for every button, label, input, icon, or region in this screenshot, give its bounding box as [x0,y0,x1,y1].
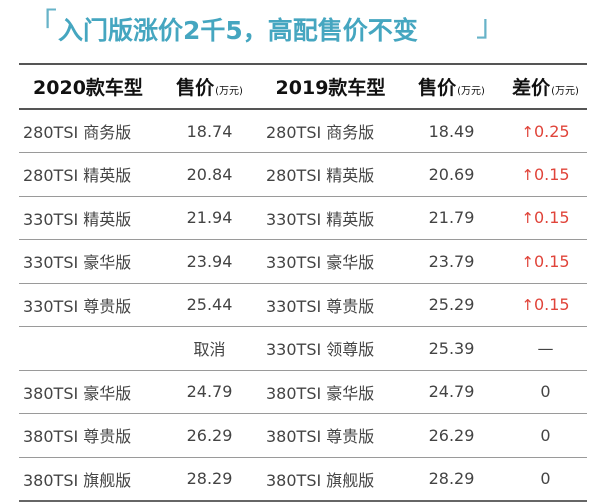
table-row: 330TSI 尊贵版 25.44 330TSI 尊贵版 25.29 ↑0.15 [19,283,587,327]
up-arrow-icon: ↑ [521,122,534,141]
cell-model-2019: 380TSI 尊贵版 [262,413,399,458]
diff-value: 0 [540,382,551,402]
cell-price-2019: 28.29 [399,457,504,502]
cell-model-2020 [19,326,157,371]
cell-price-2020: 23.94 [157,239,262,284]
cell-model-2019: 330TSI 领尊版 [262,326,399,371]
cell-price-2020: 24.79 [157,370,262,414]
cell-diff: ↑0.15 [504,283,587,327]
title-open-bracket: 「 [27,7,57,42]
diff-value: — [537,338,554,358]
cell-model-2020: 380TSI 尊贵版 [19,413,157,458]
up-arrow-icon: ↑ [521,296,534,315]
cell-diff: ↑0.15 [504,239,587,284]
cell-diff: 0 [504,413,587,458]
up-arrow-icon: ↑ [521,209,534,228]
table-row: 280TSI 商务版 18.74 280TSI 商务版 18.49 ↑0.25 [19,109,587,153]
diff-value: 0.15 [533,208,570,228]
header-model-2020: 2020款车型 [19,63,157,110]
up-arrow-icon: ↑ [521,252,534,271]
header-diff: 差价(万元) [504,63,587,110]
cell-model-2019: 280TSI 商务版 [262,109,399,153]
diff-value: 0 [540,425,551,445]
cell-model-2020: 380TSI 豪华版 [19,370,157,414]
diff-value: 0.15 [533,251,570,271]
cell-diff: 0 [504,457,587,502]
cell-model-2019: 330TSI 尊贵版 [262,283,399,327]
cell-price-2019: 23.79 [399,239,504,284]
table-row: 280TSI 精英版 20.84 280TSI 精英版 20.69 ↑0.15 [19,152,587,197]
cell-price-2020: 取消 [157,326,262,371]
page-title: 入门版涨价2千5，高配售价不变 [58,16,418,45]
cell-price-2019: 25.39 [399,326,504,371]
table-row: 330TSI 豪华版 23.94 330TSI 豪华版 23.79 ↑0.15 [19,239,587,284]
table-row: 380TSI 旗舰版 28.29 380TSI 旗舰版 28.29 0 [19,457,587,502]
cell-diff: ↑0.15 [504,152,587,197]
cell-model-2020: 330TSI 豪华版 [19,239,157,284]
table-row: 380TSI 尊贵版 26.29 380TSI 尊贵版 26.29 0 [19,413,587,458]
header-price-2020: 售价(万元) [157,63,262,110]
cell-model-2019: 330TSI 豪华版 [262,239,399,284]
diff-value: 0 [540,469,551,488]
cell-price-2019: 20.69 [399,152,504,197]
cell-model-2020: 330TSI 精英版 [19,196,157,240]
price-comparison-table: 2020款车型 售价(万元) 2019款车型 售价(万元) 差价(万元) 280… [19,63,587,502]
diff-value: 0.15 [533,295,570,315]
cell-model-2019: 380TSI 豪华版 [262,370,399,414]
cell-price-2020: 28.29 [157,457,262,502]
table-row: 330TSI 精英版 21.94 330TSI 精英版 21.79 ↑0.15 [19,196,587,240]
cell-price-2019: 18.49 [399,109,504,153]
cell-diff: ↑0.15 [504,196,587,240]
cell-diff: 0 [504,370,587,414]
cell-model-2020: 280TSI 商务版 [19,109,157,153]
cell-price-2020: 25.44 [157,283,262,327]
cell-model-2020: 380TSI 旗舰版 [19,457,157,502]
cell-diff: ↑0.25 [504,109,587,153]
header-price-2019: 售价(万元) [399,63,504,110]
table-row: 380TSI 豪华版 24.79 380TSI 豪华版 24.79 0 [19,370,587,414]
up-arrow-icon: ↑ [521,165,534,184]
cell-diff: — [504,326,587,371]
table-header-row: 2020款车型 售价(万元) 2019款车型 售价(万元) 差价(万元) [19,63,587,110]
cell-price-2020: 20.84 [157,152,262,197]
diff-value: 0.25 [533,121,570,141]
cell-price-2020: 26.29 [157,413,262,458]
header-model-2019: 2019款车型 [262,63,399,110]
cell-model-2020: 330TSI 尊贵版 [19,283,157,327]
cell-price-2020: 21.94 [157,196,262,240]
cell-model-2019: 330TSI 精英版 [262,196,399,240]
title-close-bracket: 」 [476,9,506,44]
cell-price-2019: 26.29 [399,413,504,458]
title-bar: 「 入门版涨价2千5，高配售价不变 」 [0,0,600,62]
cell-price-2019: 21.79 [399,196,504,240]
cell-model-2020: 280TSI 精英版 [19,152,157,197]
table-row: 取消 330TSI 领尊版 25.39 — [19,326,587,371]
diff-value: 0.15 [533,164,570,184]
cell-model-2019: 280TSI 精英版 [262,152,399,197]
cell-price-2020: 18.74 [157,109,262,153]
cell-price-2019: 25.29 [399,283,504,327]
cell-price-2019: 24.79 [399,370,504,414]
cell-model-2019: 380TSI 旗舰版 [262,457,399,502]
